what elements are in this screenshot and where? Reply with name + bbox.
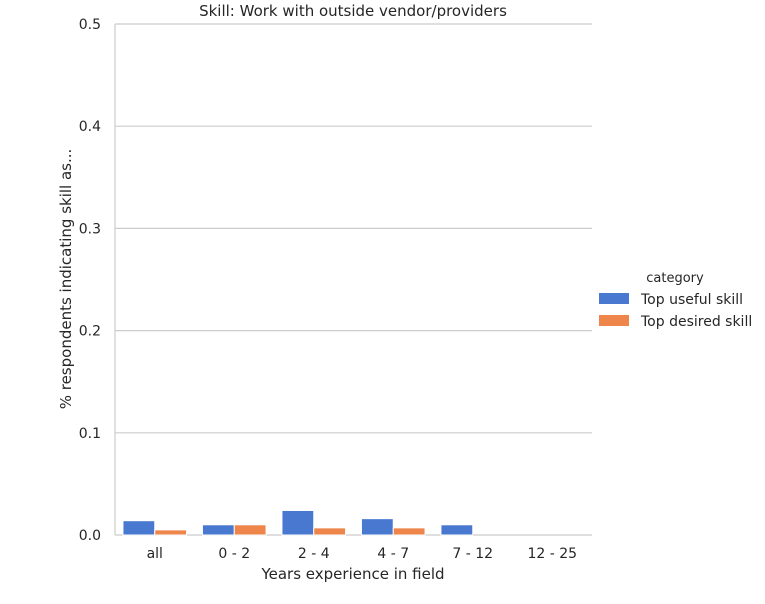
legend: category Top useful skill Top desired ski…	[599, 271, 752, 330]
bar	[282, 510, 314, 535]
bar	[234, 525, 266, 535]
x-tick-label: all	[147, 546, 163, 562]
legend-title: category	[646, 271, 704, 286]
x-tick-label: 4 - 7	[377, 546, 409, 562]
gridlines	[115, 24, 592, 433]
chart-title: Skill: Work with outside vendor/provider…	[199, 2, 507, 20]
y-tick-labels: 0.0 0.1 0.2 0.3 0.4 0.5	[79, 17, 101, 544]
x-tick-label: 12 - 25	[527, 546, 577, 562]
y-tick-label: 0.3	[79, 221, 101, 237]
bar	[393, 528, 425, 535]
legend-swatch	[599, 293, 629, 304]
bar	[202, 525, 234, 535]
bar	[155, 530, 187, 535]
legend-label: Top desired skill	[640, 314, 752, 330]
y-axis-title: % respondents indicating skill as...	[57, 149, 75, 410]
bar	[361, 519, 393, 535]
bar	[123, 521, 155, 535]
legend-items: Top useful skill Top desired skill	[599, 292, 752, 330]
bar	[314, 528, 346, 535]
legend-swatch	[599, 315, 629, 326]
y-tick-label: 0.1	[79, 426, 101, 442]
x-axis-title: Years experience in field	[260, 565, 444, 583]
bar	[441, 525, 473, 535]
y-tick-label: 0.4	[79, 119, 101, 135]
y-tick-label: 0.2	[79, 324, 101, 340]
y-tick-label: 0.5	[79, 17, 101, 33]
axes	[115, 24, 592, 535]
legend-label: Top useful skill	[640, 292, 743, 308]
x-tick-label: 7 - 12	[452, 546, 493, 562]
y-tick-label: 0.0	[79, 528, 101, 544]
x-tick-labels: all 0 - 2 2 - 4 4 - 7 7 - 12 12 - 25	[147, 546, 577, 562]
bars	[123, 510, 473, 535]
x-tick-label: 2 - 4	[298, 546, 330, 562]
x-tick-label: 0 - 2	[218, 546, 250, 562]
